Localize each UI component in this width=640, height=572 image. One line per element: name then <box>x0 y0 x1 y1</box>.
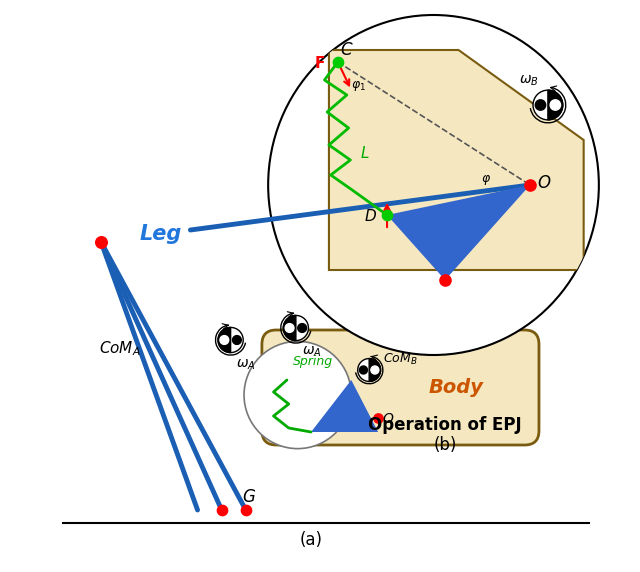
Circle shape <box>371 366 379 374</box>
Text: $\bf{F}$: $\bf{F}$ <box>314 55 325 71</box>
Wedge shape <box>284 315 296 340</box>
Text: $\omega_A$: $\omega_A$ <box>236 358 256 372</box>
Circle shape <box>298 324 307 332</box>
Point <box>525 180 535 189</box>
FancyBboxPatch shape <box>262 330 539 445</box>
Text: O: O <box>383 412 394 426</box>
Text: $\varphi$: $\varphi$ <box>481 173 491 187</box>
Point <box>96 237 106 247</box>
Text: O: O <box>537 174 550 192</box>
Circle shape <box>358 359 381 382</box>
Point <box>216 506 227 515</box>
Circle shape <box>284 315 308 340</box>
Circle shape <box>232 336 241 344</box>
Circle shape <box>218 327 243 352</box>
Circle shape <box>535 100 546 110</box>
Text: $CoM_B$: $CoM_B$ <box>383 352 418 367</box>
Text: C: C <box>340 41 353 59</box>
Point <box>373 414 383 423</box>
Circle shape <box>244 341 351 448</box>
Text: L: L <box>360 146 369 161</box>
Wedge shape <box>218 327 230 352</box>
Polygon shape <box>329 50 584 270</box>
Text: $\omega_B$: $\omega_B$ <box>519 73 539 88</box>
Point <box>382 210 392 220</box>
Ellipse shape <box>268 15 599 355</box>
Text: D: D <box>364 209 376 224</box>
Circle shape <box>220 336 228 344</box>
Point <box>333 57 343 66</box>
Point <box>241 506 251 515</box>
Text: (b): (b) <box>433 436 457 454</box>
Text: $\varphi_1$: $\varphi_1$ <box>351 79 366 93</box>
Circle shape <box>285 324 294 332</box>
Circle shape <box>360 366 367 374</box>
Text: Spring: Spring <box>293 355 333 368</box>
Circle shape <box>550 100 561 110</box>
Text: Leg: Leg <box>140 224 182 244</box>
Text: Body: Body <box>428 378 483 397</box>
Circle shape <box>533 90 563 120</box>
Text: G: G <box>243 488 255 506</box>
Polygon shape <box>387 185 530 280</box>
Text: $CoM_A$: $CoM_A$ <box>99 339 141 358</box>
Text: (a): (a) <box>300 531 323 549</box>
Point <box>440 276 451 285</box>
Polygon shape <box>311 380 378 432</box>
Wedge shape <box>369 359 381 382</box>
Wedge shape <box>548 90 563 120</box>
Text: $\omega_A$: $\omega_A$ <box>301 344 321 359</box>
Text: Operation of EPJ: Operation of EPJ <box>368 416 522 434</box>
